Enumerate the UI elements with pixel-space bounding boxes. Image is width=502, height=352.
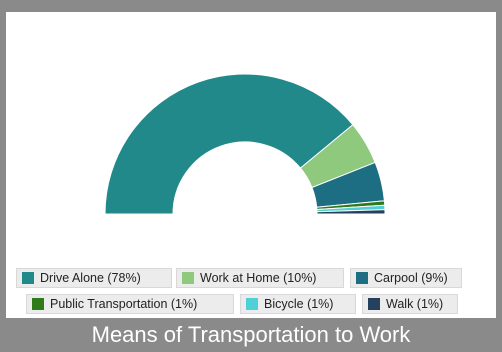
legend-item-carpool: Carpool (9%) <box>350 268 462 288</box>
legend-label-bicycle: Bicycle (1%) <box>264 297 334 311</box>
legend-item-work-at-home: Work at Home (10%) <box>176 268 344 288</box>
legend-item-public-transportation: Public Transportation (1%) <box>26 294 234 314</box>
legend-swatch-bicycle <box>246 298 258 310</box>
slice-walk <box>316 209 386 215</box>
legend-swatch-drive-alone <box>22 272 34 284</box>
legend-swatch-work-at-home <box>182 272 194 284</box>
chart-area <box>6 12 496 318</box>
legend-item-bicycle: Bicycle (1%) <box>240 294 356 314</box>
chart-title: Means of Transportation to Work <box>0 318 502 352</box>
legend-label-carpool: Carpool (9%) <box>374 271 448 285</box>
semi-donut-chart <box>104 73 386 215</box>
legend-label-public-transportation: Public Transportation (1%) <box>50 297 198 311</box>
legend-item-walk: Walk (1%) <box>362 294 458 314</box>
legend-label-walk: Walk (1%) <box>386 297 444 311</box>
legend-item-drive-alone: Drive Alone (78%) <box>16 268 172 288</box>
legend-swatch-carpool <box>356 272 368 284</box>
legend-label-drive-alone: Drive Alone (78%) <box>40 271 141 285</box>
legend-swatch-walk <box>368 298 380 310</box>
legend-label-work-at-home: Work at Home (10%) <box>200 271 317 285</box>
legend-swatch-public-transportation <box>32 298 44 310</box>
slice-drive-alone <box>104 73 354 215</box>
